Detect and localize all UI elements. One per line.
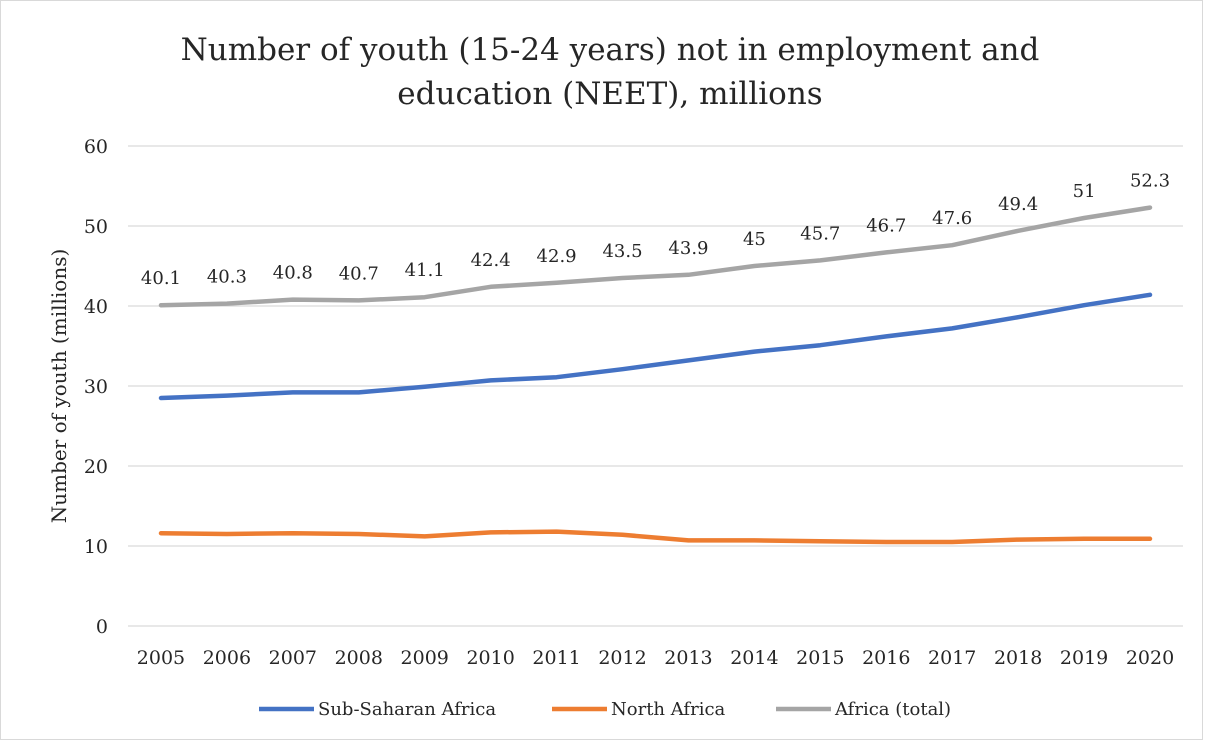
data-label: 52.3	[1130, 171, 1170, 192]
data-label: 51	[1073, 181, 1096, 202]
data-labels: 40.1 40.3 40.8 40.7 41.1 42.4 42.9 43.5 43.9 45 45…	[141, 171, 1170, 290]
x-tick-label: 2010	[466, 647, 514, 669]
chart-title-line-2: education (NEET), millions	[397, 76, 822, 112]
legend: Sub-Saharan Africa North Africa Africa (to…	[259, 699, 951, 720]
x-tick-label: 2015	[796, 647, 844, 669]
data-label: 40.7	[339, 263, 379, 284]
legend-label: Africa (total)	[834, 699, 951, 720]
y-tick-label: 10	[84, 536, 108, 558]
x-tick-label: 2018	[994, 647, 1042, 669]
x-tick-label: 2014	[730, 647, 778, 669]
data-label: 42.4	[471, 250, 511, 271]
x-tick-label: 2012	[598, 647, 646, 669]
chart-title: Number of youth (15-24 years) not in emp…	[181, 32, 1040, 112]
y-tick-label: 20	[84, 456, 108, 478]
data-label: 46.7	[866, 215, 906, 236]
x-tick-label: 2008	[335, 647, 383, 669]
legend-label: North Africa	[611, 699, 726, 720]
series-line-africa-total	[158, 205, 1153, 308]
x-tick-label: 2017	[928, 647, 976, 669]
y-tick-label: 60	[84, 136, 108, 158]
legend-label: Sub-Saharan Africa	[318, 699, 496, 720]
y-tick-label: 40	[84, 296, 108, 318]
x-tick-label: 2005	[137, 647, 185, 669]
x-tick-label: 2019	[1060, 647, 1108, 669]
data-label: 41.1	[405, 260, 445, 281]
data-label: 45.7	[800, 223, 840, 244]
data-label: 43.5	[602, 241, 642, 262]
x-tick-label: 2013	[664, 647, 712, 669]
gridlines	[128, 145, 1183, 627]
y-tick-label: 30	[84, 376, 108, 398]
data-label: 45	[743, 229, 766, 250]
data-label: 40.3	[207, 267, 247, 288]
x-tick-label: 2006	[203, 647, 251, 669]
x-tick-label: 2007	[269, 647, 317, 669]
x-tick-label: 2009	[401, 647, 449, 669]
x-axis-ticks: 2005 2006 2007 2008 2009 2010 2011 2012 2013 2014…	[137, 647, 1174, 669]
y-tick-label: 50	[84, 216, 108, 238]
series-lines	[158, 205, 1153, 545]
data-label: 47.6	[932, 208, 972, 229]
data-label: 40.8	[273, 263, 313, 284]
x-tick-label: 2016	[862, 647, 910, 669]
series-line-sub-saharan-africa	[158, 292, 1153, 401]
y-axis-ticks: 0 10 20 30 40 50 60	[84, 136, 108, 638]
y-tick-label: 0	[96, 616, 108, 638]
series-line-north-africa	[158, 529, 1153, 545]
data-label: 40.1	[141, 268, 181, 289]
chart-title-line-1: Number of youth (15-24 years) not in emp…	[181, 32, 1040, 68]
y-axis-title: Number of youth (millions)	[47, 249, 71, 524]
data-label: 43.9	[668, 238, 708, 259]
data-label: 49.4	[998, 194, 1038, 215]
x-tick-label: 2011	[532, 647, 580, 669]
data-label: 42.9	[537, 246, 577, 267]
x-tick-label: 2020	[1126, 647, 1174, 669]
